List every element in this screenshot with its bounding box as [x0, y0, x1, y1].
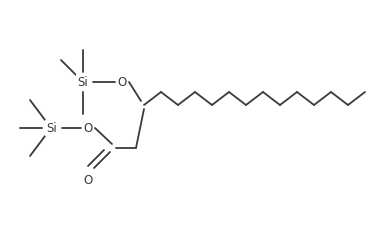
- Text: O: O: [83, 174, 93, 187]
- Text: O: O: [117, 75, 127, 88]
- Text: O: O: [83, 121, 93, 134]
- Text: Si: Si: [78, 75, 89, 88]
- Text: Si: Si: [47, 121, 57, 134]
